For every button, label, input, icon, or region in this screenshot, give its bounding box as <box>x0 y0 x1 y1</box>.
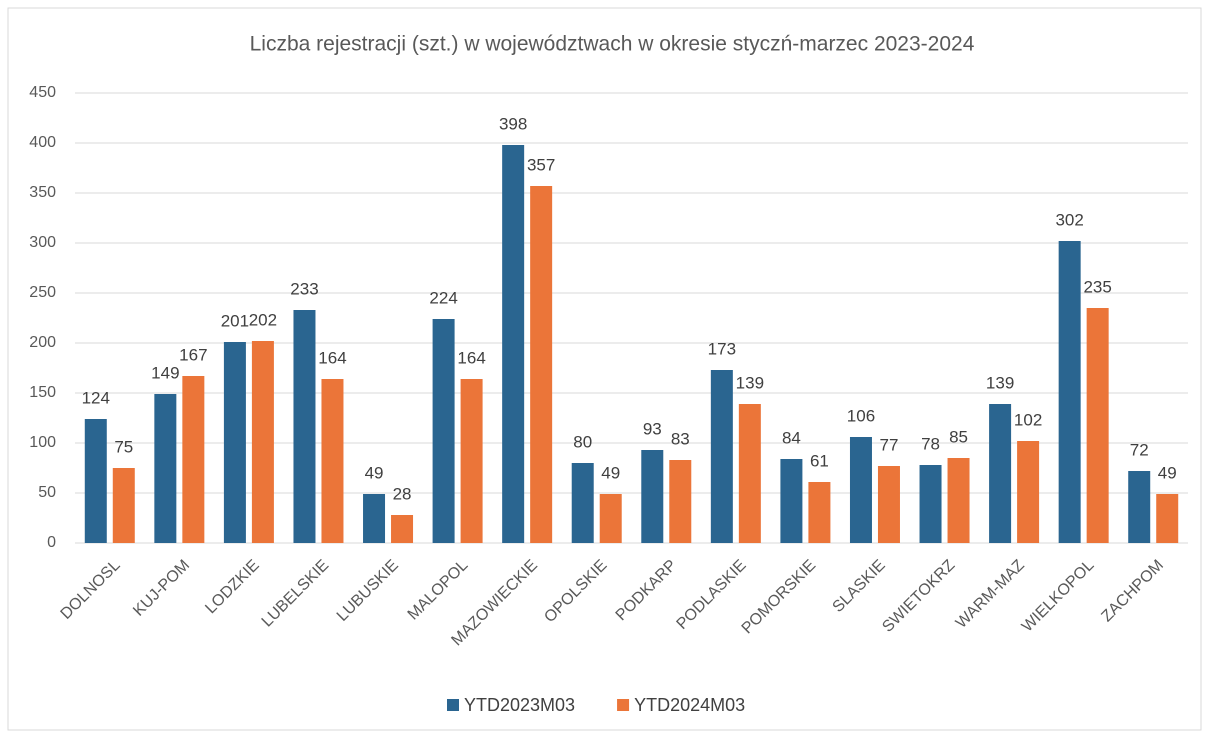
value-label: 77 <box>880 435 899 454</box>
value-label: 139 <box>736 373 764 392</box>
chart-title: Liczba rejestracji (szt.) w województwac… <box>250 33 975 56</box>
value-label: 357 <box>527 155 555 174</box>
y-tick-label: 200 <box>29 334 56 351</box>
bar <box>530 186 553 543</box>
bar <box>947 458 970 543</box>
bar <box>738 404 761 543</box>
bar <box>363 494 386 543</box>
value-label: 72 <box>1130 440 1149 459</box>
value-label: 202 <box>249 310 277 329</box>
y-tick-label: 100 <box>29 434 56 451</box>
bar <box>154 394 177 543</box>
bar <box>321 379 344 543</box>
bar <box>223 342 246 543</box>
bar <box>710 370 733 543</box>
bar <box>293 310 316 543</box>
value-label: 102 <box>1014 410 1042 429</box>
value-label: 28 <box>393 484 412 503</box>
value-label: 139 <box>986 373 1014 392</box>
value-label: 173 <box>708 339 736 358</box>
bar <box>1058 241 1081 543</box>
bar <box>182 376 205 543</box>
value-label: 49 <box>365 463 384 482</box>
value-label: 164 <box>318 348 346 367</box>
bar <box>1017 441 1040 543</box>
bar <box>1128 471 1151 543</box>
y-tick-label: 350 <box>29 184 56 201</box>
value-label: 85 <box>949 427 968 446</box>
value-label: 124 <box>82 388 110 407</box>
value-label: 49 <box>1158 463 1177 482</box>
bar <box>1156 494 1179 543</box>
y-tick-label: 50 <box>38 484 56 501</box>
value-label: 149 <box>151 363 179 382</box>
value-label: 83 <box>671 429 690 448</box>
bar <box>808 482 831 543</box>
bar <box>391 515 414 543</box>
value-label: 93 <box>643 419 662 438</box>
value-label: 84 <box>782 428 801 447</box>
bar <box>599 494 622 543</box>
bar <box>1086 308 1109 543</box>
y-tick-label: 400 <box>29 134 56 151</box>
value-label: 61 <box>810 451 829 470</box>
bar <box>919 465 942 543</box>
bar <box>84 419 107 543</box>
bar <box>989 404 1012 543</box>
bar <box>780 459 803 543</box>
bar <box>432 319 455 543</box>
bar <box>460 379 483 543</box>
legend-swatch <box>617 699 630 711</box>
value-label: 235 <box>1083 277 1111 296</box>
value-label: 398 <box>499 114 527 133</box>
y-tick-label: 450 <box>29 84 56 101</box>
value-label: 78 <box>921 434 940 453</box>
value-label: 80 <box>573 432 592 451</box>
bar <box>849 437 872 543</box>
bar <box>571 463 594 543</box>
legend-label: YTD2024M03 <box>634 695 745 715</box>
bar <box>669 460 692 543</box>
value-label: 233 <box>290 279 318 298</box>
bar <box>112 468 135 543</box>
bar <box>502 145 525 543</box>
value-label: 302 <box>1055 210 1083 229</box>
value-label: 167 <box>179 345 207 364</box>
chart-border <box>7 7 1202 731</box>
bar <box>251 341 274 543</box>
bar <box>641 450 664 543</box>
y-tick-label: 250 <box>29 284 56 301</box>
legend-swatch <box>447 699 459 711</box>
value-label: 224 <box>429 288 457 307</box>
value-label: 201 <box>221 311 249 330</box>
y-tick-label: 0 <box>47 534 56 551</box>
y-tick-label: 150 <box>29 384 56 401</box>
value-label: 164 <box>457 348 485 367</box>
bar <box>877 466 900 543</box>
y-tick-label: 300 <box>29 234 56 251</box>
value-label: 75 <box>114 437 133 456</box>
value-label: 49 <box>601 463 620 482</box>
legend-label: YTD2023M03 <box>464 695 575 715</box>
value-label: 106 <box>847 406 875 425</box>
